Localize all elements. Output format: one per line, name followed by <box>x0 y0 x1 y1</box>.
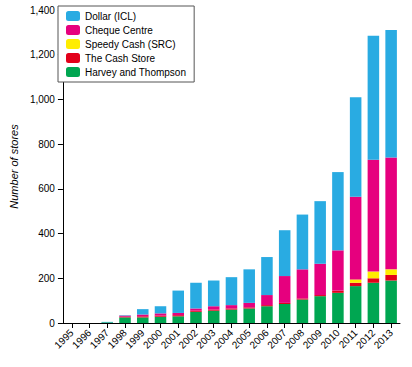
svg-text:0: 0 <box>49 318 55 329</box>
svg-text:1,400: 1,400 <box>30 5 55 16</box>
svg-text:2003: 2003 <box>194 327 218 351</box>
svg-text:Cheque Centre: Cheque Centre <box>85 25 153 36</box>
svg-text:400: 400 <box>38 228 55 239</box>
svg-text:2012: 2012 <box>354 327 378 351</box>
svg-text:1995: 1995 <box>52 327 76 351</box>
svg-text:2005: 2005 <box>230 327 254 351</box>
svg-text:1,200: 1,200 <box>30 49 55 60</box>
svg-text:2011: 2011 <box>336 327 360 351</box>
svg-text:2009: 2009 <box>301 327 325 351</box>
svg-text:2010: 2010 <box>318 327 342 351</box>
svg-text:Harvey and Thompson: Harvey and Thompson <box>85 67 186 78</box>
svg-text:2002: 2002 <box>176 327 200 351</box>
svg-text:The Cash Store: The Cash Store <box>85 53 155 64</box>
svg-text:1,000: 1,000 <box>30 94 55 105</box>
svg-text:1996: 1996 <box>70 327 94 351</box>
svg-text:Speedy Cash (SRC): Speedy Cash (SRC) <box>85 39 176 50</box>
svg-text:Dollar (ICL): Dollar (ICL) <box>85 11 136 22</box>
svg-text:2000: 2000 <box>141 327 165 351</box>
svg-text:1997: 1997 <box>88 327 112 351</box>
svg-text:200: 200 <box>38 273 55 284</box>
svg-text:600: 600 <box>38 183 55 194</box>
svg-text:1999: 1999 <box>123 327 147 351</box>
svg-text:2013: 2013 <box>372 327 396 351</box>
svg-text:1998: 1998 <box>105 327 129 351</box>
svg-text:2001: 2001 <box>159 327 183 351</box>
svg-text:2006: 2006 <box>247 327 271 351</box>
svg-text:2004: 2004 <box>212 327 236 351</box>
svg-text:2007: 2007 <box>265 327 289 351</box>
svg-text:Number of stores: Number of stores <box>8 124 20 209</box>
svg-text:800: 800 <box>38 139 55 150</box>
svg-text:2008: 2008 <box>283 327 307 351</box>
